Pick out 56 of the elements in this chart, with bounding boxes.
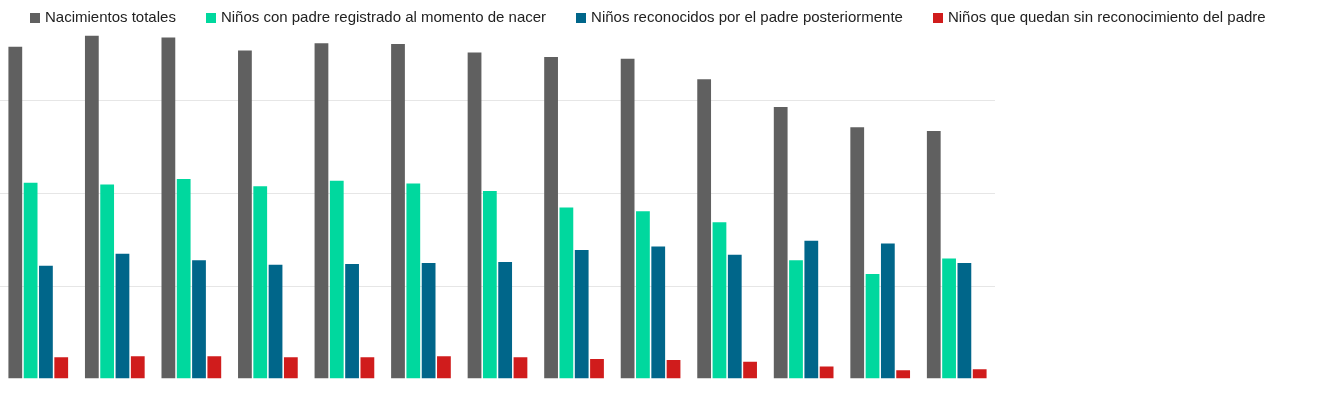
bar (23, 182, 38, 379)
bar (651, 246, 666, 379)
bar (253, 186, 268, 379)
bar (467, 52, 482, 379)
bar (773, 107, 788, 379)
bar (54, 357, 69, 379)
bar (559, 207, 574, 379)
bar (666, 360, 681, 379)
bar (207, 356, 222, 379)
bar (926, 131, 941, 379)
bar (972, 369, 987, 379)
bar (865, 274, 880, 379)
bar (957, 263, 972, 379)
bar (697, 79, 712, 379)
bar (406, 183, 421, 379)
bar (115, 253, 130, 379)
bar (636, 211, 650, 379)
bar (100, 184, 115, 379)
bar (161, 37, 176, 379)
bar (896, 370, 911, 379)
bar (360, 357, 375, 379)
bar (712, 222, 727, 379)
bar (482, 191, 497, 379)
legend-label: Niños que quedan sin reconocimiento del padre (946, 7, 1266, 25)
bar (727, 254, 742, 379)
bar (130, 356, 145, 379)
legend-label: Nacimientos totales (44, 7, 176, 25)
bar (574, 250, 589, 379)
bar (513, 357, 528, 379)
bar (345, 264, 359, 379)
bar (314, 43, 329, 379)
bar (880, 243, 895, 379)
bar (850, 127, 865, 379)
bar (498, 262, 513, 379)
bar (176, 179, 191, 379)
bar (8, 46, 23, 379)
bar (283, 357, 298, 379)
bar (84, 35, 99, 379)
legend-label: Niños con padre registrado al momento de nacer (219, 7, 547, 25)
bar (789, 260, 803, 379)
bar (39, 265, 53, 379)
bar (268, 264, 283, 379)
bar (421, 263, 436, 379)
bar (804, 240, 819, 379)
bar (437, 356, 451, 379)
legend-label: Niños reconocidos por el padre posteriormente (590, 7, 903, 25)
bar (391, 44, 405, 379)
bar (329, 180, 344, 379)
bar (620, 58, 635, 379)
bar (819, 366, 834, 379)
bar (544, 57, 558, 379)
bar (590, 359, 604, 379)
bar (192, 260, 206, 379)
bar (238, 50, 252, 379)
bar (743, 361, 757, 379)
bar (942, 258, 956, 379)
